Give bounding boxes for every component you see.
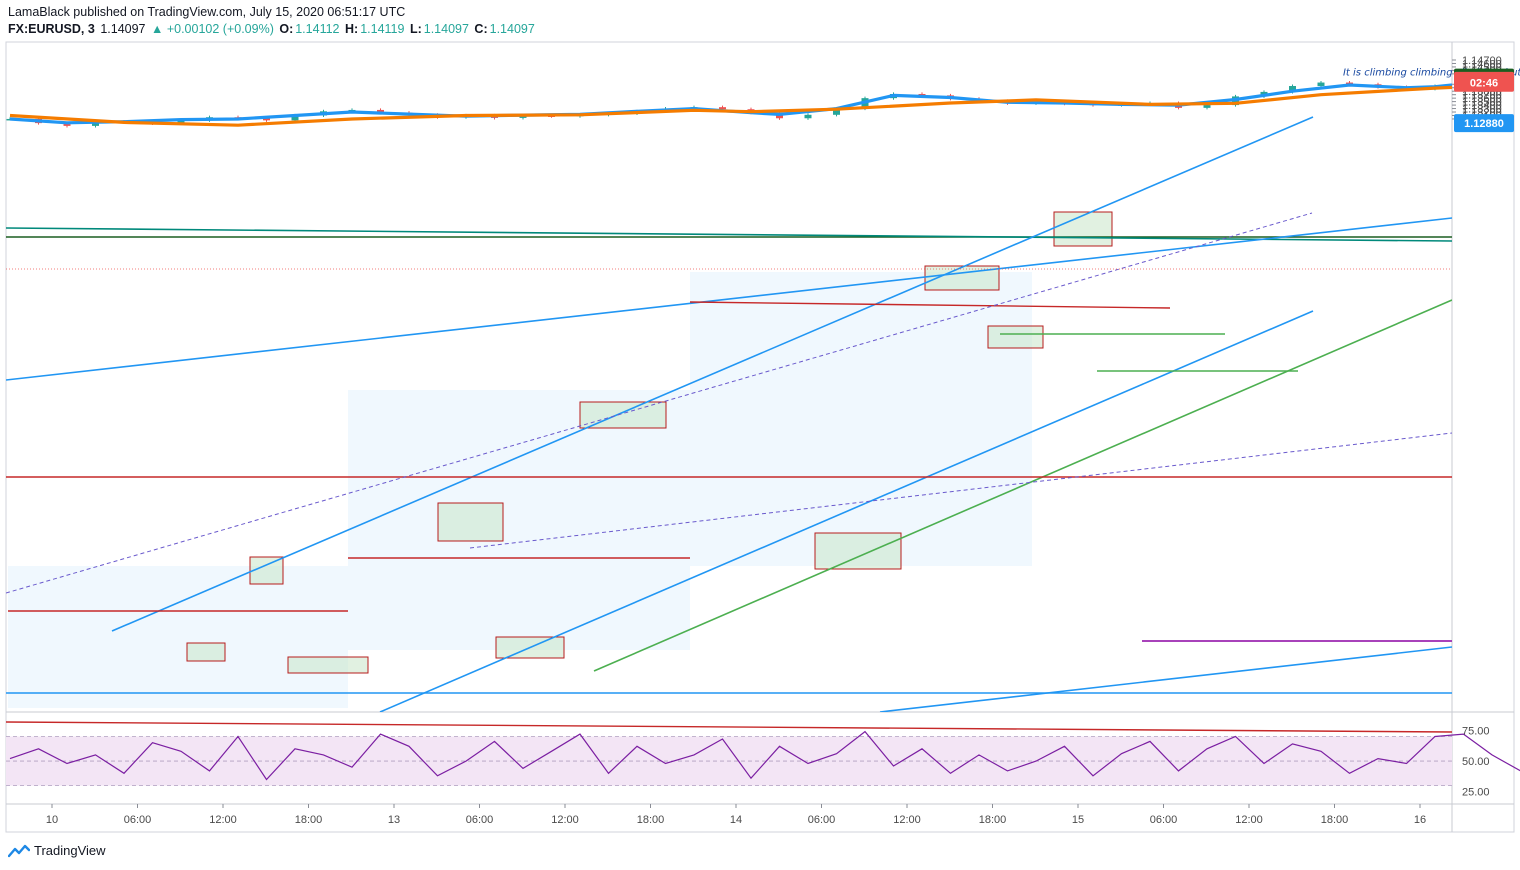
price-tag-label: 02:46 [1470,78,1498,90]
symbol-label[interactable]: FX:EURUSD, 3 [8,22,95,36]
low-value: 1.14097 [423,22,469,36]
trendline-long [6,217,1452,381]
candle-body [377,109,384,113]
red-level-upper [689,301,1171,309]
footer-brand[interactable]: TradingView [34,843,106,858]
x-tick-label: 15 [1072,814,1084,826]
rsi-line [9,730,1520,781]
moving-average-2 [9,85,1452,127]
x-tick-label: 06:00 [124,814,152,826]
last-price: 1.14097 [100,22,146,36]
tradingview-logo-icon[interactable] [8,844,30,858]
price-tag [1454,73,1514,92]
candle-body [263,118,270,121]
channel-line-lower [379,310,1314,712]
symbol-ohlc-line: FX:EURUSD, 3 1.14097 ▲ +0.00102 (+0.09%)… [8,22,537,36]
x-tick-label: 18:00 [1321,814,1349,826]
highlight-box-1 [186,642,226,662]
dashed-trend-2 [469,432,1452,549]
trendline-bottom [879,646,1452,712]
close-value: 1.14097 [489,22,535,36]
x-tick-label: 14 [730,814,742,826]
candle-body [63,123,71,126]
high-value: 1.14119 [360,22,405,36]
annotation-label: It is climbing climbing climbing, but th… [1343,68,1520,79]
y-tick-label: 1.13400 [1462,100,1502,112]
rsi-tick-label: 25.00 [1462,787,1490,799]
publisher-line: LamaBlack published on TradingView.com, … [8,5,406,19]
highlight-box-4 [437,502,504,542]
volume-zone-2 [348,390,690,650]
x-tick-label: 13 [388,814,400,826]
x-tick-label: 18:00 [295,814,323,826]
price-change: ▲ +0.00102 (+0.09%) [150,22,274,36]
x-tick-label: 16 [1414,814,1426,826]
x-tick-label: 06:00 [808,814,836,826]
open-value: 1.14112 [295,22,340,36]
y-tick-label: 1.14700 [1462,55,1502,67]
close-label: C: [474,22,488,36]
resistance-line-teal [6,227,1452,242]
rsi-tick-label: 75.00 [1462,725,1490,737]
x-tick-label: 12:00 [551,814,579,826]
y-tick-label: 1.13300 [1462,104,1502,116]
candle-body [291,115,299,121]
volume-zone-3 [690,272,1032,566]
candle-body [833,108,840,115]
candle-body [918,93,926,96]
candle-body [177,120,185,124]
candle-body [1317,82,1325,87]
y-tick-label: 1.13600 [1462,93,1502,105]
x-tick-label: 12:00 [1235,814,1263,826]
x-tick-label: 06:00 [466,814,494,826]
x-tick-label: 12:00 [893,814,921,826]
highlight-box-9 [987,325,1044,349]
low-label: L: [409,22,422,36]
candle-body [804,114,812,119]
rsi-trendline [5,721,1453,733]
x-tick-label: 06:00 [1150,814,1178,826]
main-pane-border [5,41,1515,833]
high-label: H: [344,22,359,36]
volume-zone-1 [8,566,348,708]
x-tick-label: 12:00 [209,814,237,826]
green-trendline [593,299,1452,672]
dashed-trend-1 [6,212,1313,594]
x-tick-label: 18:00 [637,814,665,826]
candle-body [1289,86,1296,92]
price-chart[interactable]: 75.0050.0025.001.147001.146001.145001.14… [0,0,1520,840]
highlight-box-2 [249,556,284,585]
open-label: O: [279,22,294,36]
y-tick-label: 1.13700 [1462,90,1502,102]
candle-body [719,107,726,110]
price-tag [1454,114,1514,133]
highlight-box-3 [287,656,369,674]
x-tick-label: 18:00 [979,814,1007,826]
rsi-tick-label: 50.00 [1462,756,1490,768]
x-tick-label: 10 [46,814,58,826]
candle-body [1203,105,1211,108]
channel-line-upper [111,116,1314,632]
highlight-box-7 [814,532,902,570]
price-tag-label: 1.12880 [1464,118,1504,130]
highlight-box-10 [1053,211,1113,247]
highlight-box-6 [579,401,667,429]
y-tick-label: 1.13500 [1462,97,1502,109]
y-tick-label: 1.14600 [1462,58,1502,70]
footer: TradingView [8,843,106,858]
